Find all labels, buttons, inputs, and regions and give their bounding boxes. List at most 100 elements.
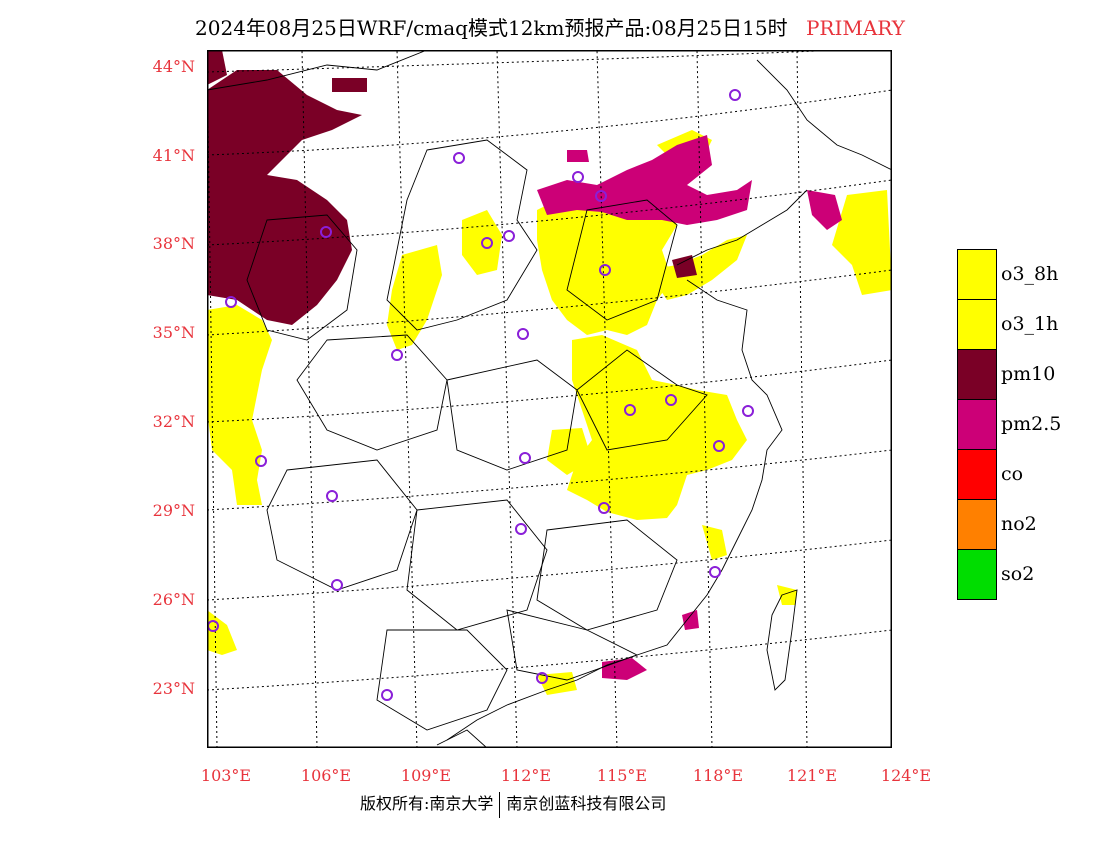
lat-label-38: 38°N: [152, 234, 195, 253]
pm25-region-coast-a: [682, 610, 699, 630]
o3-region-east: [567, 335, 747, 520]
graticule: [207, 50, 892, 748]
province-h: [376, 629, 508, 731]
station-marker: [572, 171, 584, 183]
meridian-106: [301, 50, 318, 748]
legend-label: pm2.5: [1001, 413, 1062, 435]
meridian-103: [207, 50, 218, 748]
legend-label: so2: [1001, 563, 1035, 585]
legend-item-co: co: [957, 449, 1100, 500]
lon-label-124: 124°E: [880, 766, 932, 785]
station-marker: [503, 230, 515, 242]
parallel-29: [207, 449, 892, 511]
footer-divider: [499, 791, 501, 818]
o3-region-liaoning: [832, 190, 892, 295]
taiwan: [766, 589, 798, 691]
province-i: [506, 609, 639, 681]
pm25-region-guangdong: [602, 658, 647, 680]
coast-bohai: [676, 189, 808, 266]
title-tag: PRIMARY: [805, 16, 905, 40]
province-a: [386, 139, 538, 331]
copyright-right: 南京创蓝科技有限公司: [506, 794, 667, 813]
station-marker: [255, 455, 267, 467]
pm25-region-north-dots: [567, 150, 589, 162]
pm10-regions: [207, 50, 697, 325]
province-k: [566, 199, 678, 321]
pm10-region-beijing-a: [672, 255, 697, 278]
legend: o3_8h o3_1h pm10 pm2.5 co no2 so2: [957, 249, 1100, 600]
province-boundaries: [207, 50, 892, 748]
station-marker: [225, 296, 237, 308]
title-text: 2024年08月25日WRF/cmaq模式12km预报产品:08月25日15时: [195, 16, 788, 40]
parallel-41: [207, 89, 892, 156]
legend-label: no2: [1001, 513, 1037, 535]
o3-regions: [207, 130, 892, 695]
map-title: 2024年08月25日WRF/cmaq模式12km预报产品:08月25日15时 …: [0, 12, 1100, 41]
o3-region-shandong: [647, 235, 747, 300]
lat-label-23: 23°N: [152, 679, 195, 698]
pm25-regions: [537, 135, 842, 680]
legend-swatch: [957, 249, 997, 300]
pm25-region-liaodong: [807, 190, 842, 230]
o3-region-north-plain: [537, 190, 677, 335]
lon-label-118: 118°E: [692, 766, 744, 785]
legend-label: o3_8h: [1001, 263, 1059, 285]
station-marker: [326, 490, 338, 502]
o3-region-central-a: [547, 428, 592, 475]
legend-item-pm10: pm10: [957, 349, 1100, 400]
o3-region-shaanxi: [387, 245, 442, 350]
lat-label-32: 32°N: [152, 412, 195, 431]
station-marker: [519, 452, 531, 464]
station-markers: [207, 89, 754, 701]
station-marker: [517, 328, 529, 340]
parallel-26: [207, 539, 892, 601]
pm10-region-northwest: [207, 70, 362, 325]
legend-swatch: [957, 449, 997, 500]
coastline: [446, 279, 783, 741]
o3-region-taiwan-n: [777, 585, 797, 605]
station-marker: [453, 152, 465, 164]
station-marker: [595, 190, 607, 202]
legend-item-so2: so2: [957, 549, 1100, 600]
lon-label-106: 106°E: [300, 766, 352, 785]
parallel-35: [207, 269, 892, 336]
copyright-left: 版权所有:南京大学: [360, 794, 494, 813]
province-c: [296, 334, 448, 451]
o3-region-yunnan: [207, 610, 237, 655]
parallel-38: [207, 179, 892, 246]
station-marker: [599, 264, 611, 276]
lat-label-41: 41°N: [152, 146, 195, 165]
station-marker: [481, 237, 493, 249]
pm10-region-topleft: [207, 50, 227, 85]
lat-label-26: 26°N: [152, 590, 195, 609]
pm10-region-top: [332, 78, 367, 92]
station-marker: [729, 89, 741, 101]
legend-swatch: [957, 299, 997, 350]
station-marker: [624, 404, 636, 416]
station-marker: [515, 523, 527, 535]
lon-label-103: 103°E: [200, 766, 252, 785]
province-g: [536, 519, 678, 631]
legend-item-o3-1h: o3_1h: [957, 299, 1100, 350]
meridian-118: [696, 50, 713, 748]
o3-region-sichuan: [207, 305, 272, 505]
parallel-44: [207, 50, 855, 73]
meridian-112: [496, 50, 518, 748]
lon-label-121: 121°E: [786, 766, 838, 785]
province-e: [266, 459, 418, 591]
legend-swatch: [957, 349, 997, 400]
province-f: [406, 499, 548, 631]
station-marker: [381, 689, 393, 701]
legend-swatch: [957, 499, 997, 550]
station-marker: [391, 349, 403, 361]
lon-label-109: 109°E: [400, 766, 452, 785]
lat-label-44: 44°N: [152, 57, 195, 76]
province-j: [576, 349, 708, 451]
station-marker: [331, 579, 343, 591]
legend-label: co: [1001, 463, 1024, 485]
meridian-115: [596, 50, 618, 748]
station-marker: [742, 405, 754, 417]
station-marker: [665, 394, 677, 406]
copyright-footer: 版权所有:南京大学 南京创蓝科技有限公司: [360, 790, 666, 818]
station-marker: [713, 440, 725, 452]
